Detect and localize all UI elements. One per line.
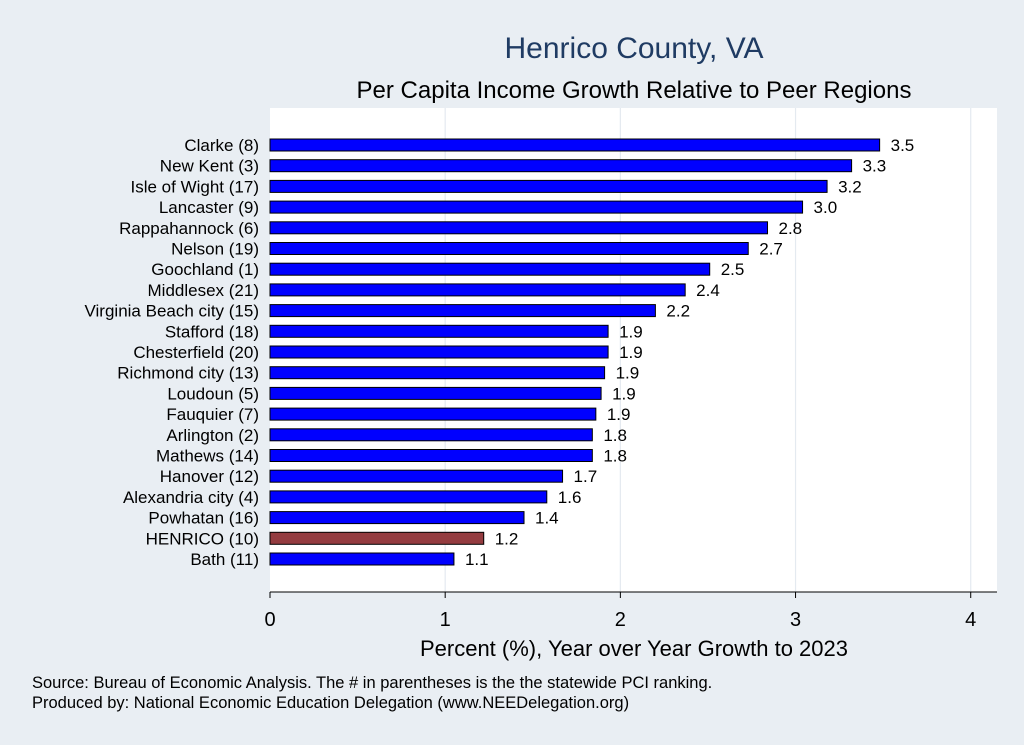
bar [269, 283, 686, 297]
data-label: 1.9 [616, 364, 640, 383]
producer-note: Produced by: National Economic Education… [32, 694, 629, 712]
category-label: Bath (11) [190, 550, 259, 569]
bar [269, 552, 455, 566]
data-label: 2.8 [779, 219, 803, 238]
category-label: New Kent (3) [160, 157, 259, 176]
data-label: 2.4 [696, 281, 720, 300]
data-label: 3.5 [891, 136, 915, 155]
bar [269, 242, 749, 255]
chart-title: Henrico County, VA [505, 32, 764, 65]
bar [269, 386, 602, 400]
bar-highlight [269, 531, 485, 545]
bar [269, 200, 804, 214]
x-axis-ticks: 0 1 2 3 4 [264, 592, 976, 631]
category-label: Fauquier (7) [166, 405, 259, 424]
data-label: 1.8 [603, 447, 627, 466]
category-label: Virginia Beach city (15) [85, 302, 260, 321]
data-label: 2.2 [666, 302, 690, 321]
category-label: Powhatan (16) [148, 509, 259, 528]
bar [269, 324, 609, 338]
category-label: Clarke (8) [184, 136, 259, 155]
bar [269, 511, 525, 525]
data-label: 1.6 [558, 488, 582, 507]
data-label: 1.1 [465, 550, 489, 569]
category-label: Arlington (2) [166, 426, 259, 445]
category-label: Hanover (12) [160, 467, 259, 486]
category-label: Alexandria city (4) [123, 488, 259, 507]
data-label: 3.0 [814, 198, 838, 217]
category-label: Lancaster (9) [159, 198, 259, 217]
x-axis-title: Percent (%), Year over Year Growth to 20… [420, 636, 848, 661]
x-tick-label: 2 [615, 609, 626, 631]
bar [269, 159, 853, 173]
x-tick-label: 0 [264, 609, 275, 631]
category-label: Goochland (1) [151, 260, 259, 279]
bar [269, 366, 606, 380]
data-label: 2.5 [721, 260, 745, 279]
bar [269, 428, 593, 442]
category-label: Middlesex (21) [148, 281, 260, 300]
data-label: 3.3 [863, 157, 887, 176]
value-labels: 3.53.33.23.02.82.72.52.42.21.91.91.91.91… [465, 136, 914, 569]
x-tick-label: 1 [440, 609, 451, 631]
data-label: 1.9 [619, 343, 643, 362]
chart-subtitle: Per Capita Income Growth Relative to Pee… [357, 77, 912, 104]
bar [269, 469, 564, 483]
category-label: Nelson (19) [171, 240, 259, 259]
category-label: HENRICO (10) [146, 529, 259, 548]
data-label: 2.7 [759, 240, 783, 259]
category-labels: Clarke (8) New Kent (3)Isle of Wight (17)… [85, 136, 260, 569]
x-tick-label: 3 [790, 609, 801, 631]
data-label: 1.9 [619, 322, 643, 341]
bar [269, 345, 609, 359]
x-tick-label: 4 [965, 609, 976, 631]
bar [269, 262, 711, 276]
data-label: 1.4 [535, 509, 559, 528]
source-note: Source: Bureau of Economic Analysis. The… [32, 674, 712, 692]
category-label: Rappahannock (6) [119, 219, 259, 238]
category-label: Isle of Wight (17) [131, 177, 260, 196]
data-label: 1.9 [607, 405, 631, 424]
bar [269, 221, 769, 235]
data-label: 1.8 [603, 426, 627, 445]
bar [269, 138, 881, 152]
category-label: Mathews (14) [156, 447, 259, 466]
bar [269, 304, 656, 318]
data-label: 3.2 [838, 177, 862, 196]
bar [269, 407, 597, 421]
category-label: Richmond city (13) [117, 364, 259, 383]
bars [269, 138, 881, 566]
bar [269, 449, 593, 462]
data-label: 1.2 [495, 529, 519, 548]
bar [269, 490, 548, 504]
category-label: Stafford (18) [165, 322, 259, 341]
bar [269, 179, 828, 193]
category-label: Loudoun (5) [167, 384, 259, 403]
category-label: Chesterfield (20) [133, 343, 259, 362]
data-label: 1.9 [612, 384, 636, 403]
data-label: 1.7 [574, 467, 598, 486]
